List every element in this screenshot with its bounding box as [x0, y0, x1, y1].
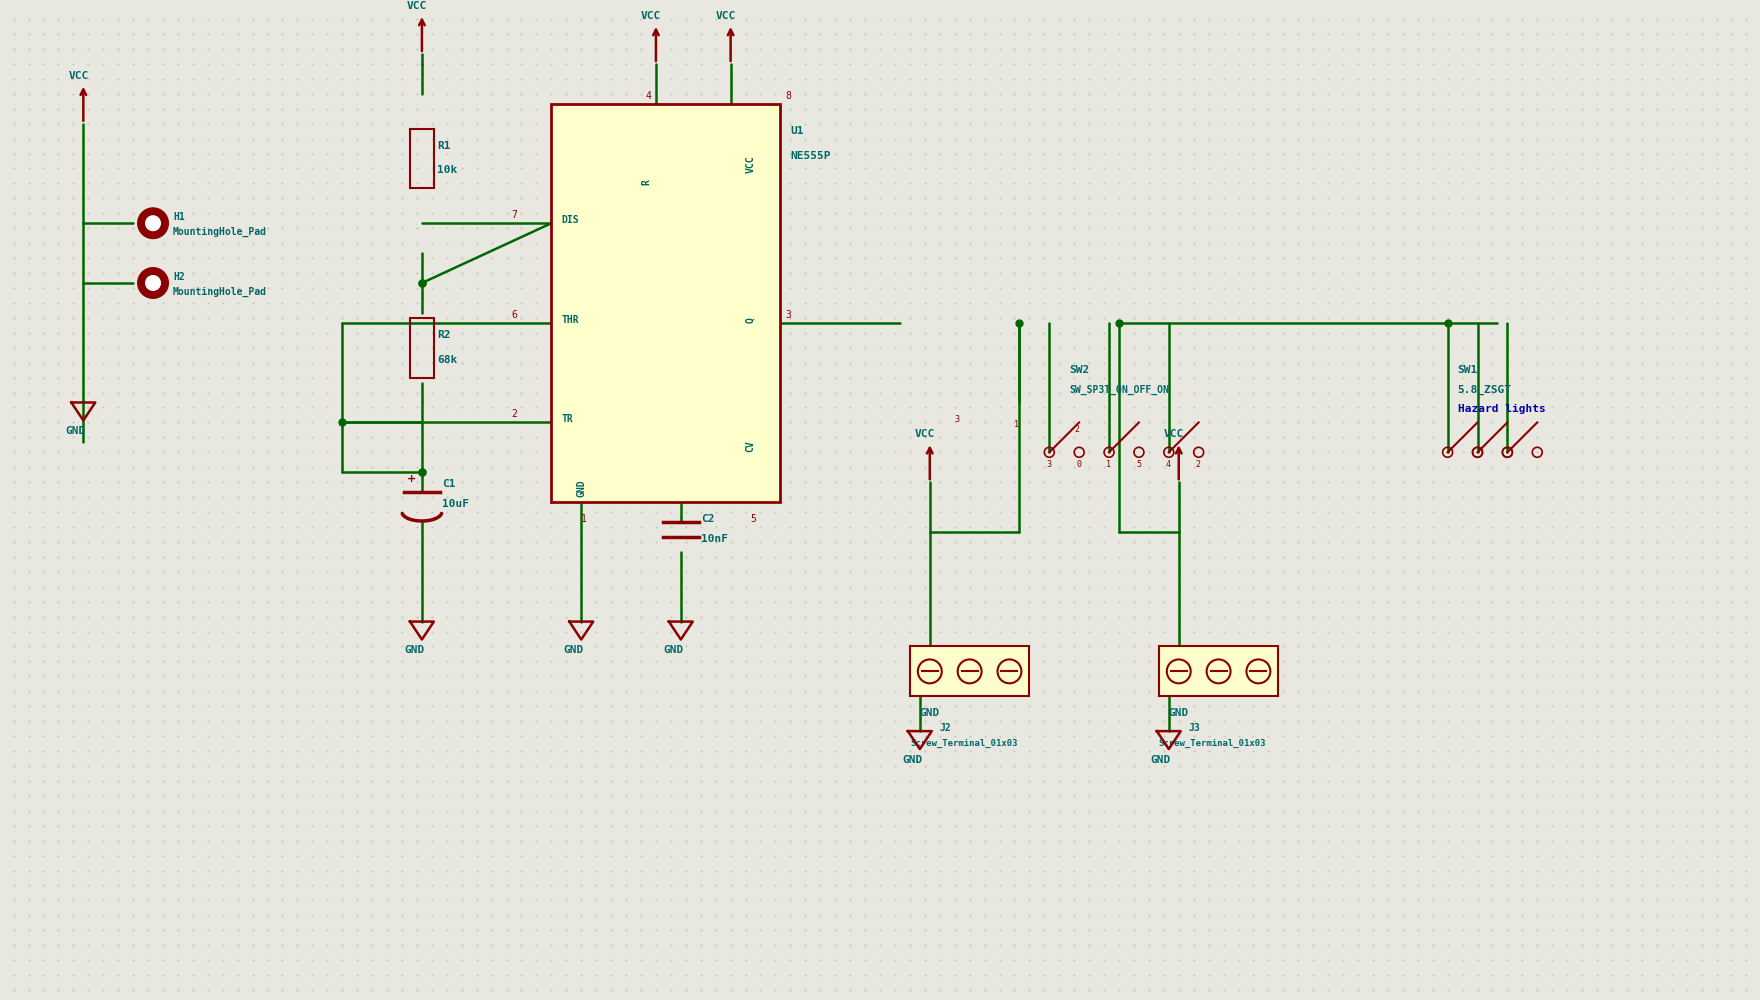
Text: 1: 1	[581, 514, 588, 524]
Text: U1: U1	[790, 126, 804, 136]
Text: 5.8_ZSGT: 5.8_ZSGT	[1457, 385, 1512, 395]
Text: MountingHole_Pad: MountingHole_Pad	[172, 227, 268, 237]
Text: 2: 2	[1074, 425, 1079, 434]
Text: Screw_Terminal_01x03: Screw_Terminal_01x03	[910, 739, 1017, 748]
Circle shape	[146, 276, 160, 290]
Text: VCC: VCC	[716, 11, 736, 21]
Text: VCC: VCC	[915, 429, 935, 439]
Text: VCC: VCC	[1163, 429, 1184, 439]
Text: VCC: VCC	[69, 71, 88, 81]
Text: GND: GND	[65, 426, 86, 436]
Text: GND: GND	[576, 479, 586, 497]
Text: GND: GND	[563, 645, 584, 655]
Text: 5: 5	[1135, 460, 1140, 469]
Text: GND: GND	[1151, 755, 1170, 765]
Text: 10k: 10k	[436, 165, 458, 175]
Text: VCC: VCC	[407, 1, 428, 11]
Text: 8: 8	[785, 91, 792, 101]
Text: GND: GND	[901, 755, 922, 765]
Text: 5: 5	[750, 514, 757, 524]
Text: Q: Q	[746, 317, 755, 323]
Text: 3: 3	[954, 415, 959, 424]
Text: THR: THR	[561, 315, 579, 325]
Text: TR: TR	[561, 414, 574, 424]
Bar	[910, 646, 1030, 696]
Bar	[410, 318, 435, 378]
Text: NE555P: NE555P	[790, 151, 831, 161]
Text: C2: C2	[700, 514, 715, 524]
Text: MountingHole_Pad: MountingHole_Pad	[172, 287, 268, 297]
Text: H1: H1	[172, 212, 185, 222]
FancyBboxPatch shape	[551, 104, 780, 502]
Text: GND: GND	[664, 645, 683, 655]
Circle shape	[137, 208, 167, 238]
Text: 2: 2	[1195, 460, 1200, 469]
Text: R: R	[641, 180, 651, 185]
Text: R2: R2	[436, 330, 451, 340]
Text: VCC: VCC	[641, 11, 662, 21]
Text: VCC: VCC	[746, 156, 755, 173]
Text: 6: 6	[512, 310, 517, 320]
Text: C1: C1	[442, 479, 456, 489]
Text: 4: 4	[1165, 460, 1170, 469]
Text: SW_SP3T_ON_OFF_ON: SW_SP3T_ON_OFF_ON	[1070, 385, 1169, 395]
Text: 10uF: 10uF	[442, 499, 468, 509]
Text: Screw_Terminal_01x03: Screw_Terminal_01x03	[1158, 739, 1267, 748]
Text: CV: CV	[746, 441, 755, 452]
Text: GND: GND	[405, 645, 424, 655]
Text: Hazard lights: Hazard lights	[1457, 404, 1545, 414]
Bar	[1158, 646, 1278, 696]
Text: 0: 0	[1075, 460, 1081, 469]
Text: GND: GND	[920, 708, 940, 718]
Text: 4: 4	[646, 91, 651, 101]
Text: J2: J2	[940, 723, 952, 733]
Text: 68k: 68k	[436, 355, 458, 365]
Text: SW1: SW1	[1457, 365, 1478, 375]
Text: 3: 3	[785, 310, 792, 320]
Text: DIS: DIS	[561, 215, 579, 225]
Circle shape	[146, 216, 160, 230]
Circle shape	[137, 268, 167, 298]
Text: SW2: SW2	[1070, 365, 1089, 375]
Bar	[410, 129, 435, 188]
Text: 1: 1	[1014, 420, 1019, 429]
Text: 2: 2	[512, 409, 517, 419]
Text: +: +	[407, 474, 415, 484]
Text: 10nF: 10nF	[700, 534, 727, 544]
Text: 7: 7	[512, 210, 517, 220]
Text: J3: J3	[1188, 723, 1200, 733]
Text: 3: 3	[1045, 460, 1051, 469]
Text: GND: GND	[1169, 708, 1190, 718]
Text: H2: H2	[172, 272, 185, 282]
Text: 1: 1	[1105, 460, 1111, 469]
Text: R1: R1	[436, 141, 451, 151]
